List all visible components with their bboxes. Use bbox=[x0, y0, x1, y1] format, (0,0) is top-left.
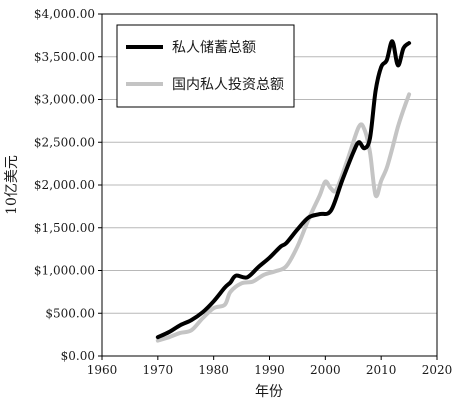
x-axis-title: 年份 bbox=[255, 384, 283, 400]
y-tick-label: $2,000.00 bbox=[34, 178, 95, 192]
x-tick-label: 1980 bbox=[198, 363, 229, 377]
series-line-private-investment bbox=[155, 92, 412, 343]
y-axis-ticks: $0.00 $500.00 $1,000.00 $1,500.00 $2,000.00 $… bbox=[34, 7, 102, 363]
y-tick-label: $1,000.00 bbox=[34, 264, 95, 278]
y-tick-label: $0.00 bbox=[61, 349, 95, 363]
x-axis-ticks: 1960 1970 1980 1990 2000 2010 2020 bbox=[87, 356, 453, 377]
legend-label-private-investment: 国内私人投资总额 bbox=[172, 77, 284, 93]
y-tick-label: $4,000.00 bbox=[34, 7, 95, 21]
x-tick-label: 2020 bbox=[422, 363, 453, 377]
y-axis-title: 10亿美元 bbox=[4, 155, 20, 215]
legend: 私人储蓄总额 国内私人投资总额 bbox=[116, 24, 295, 108]
y-tick-label: $500.00 bbox=[45, 306, 95, 320]
x-tick-label: 2010 bbox=[366, 363, 397, 377]
x-tick-label: 1960 bbox=[87, 363, 118, 377]
y-tick-label: $3,500.00 bbox=[34, 50, 95, 64]
x-tick-label: 2000 bbox=[310, 363, 341, 377]
series-lines bbox=[155, 39, 412, 343]
series-line-private-saving bbox=[155, 39, 412, 340]
x-tick-label: 1970 bbox=[143, 363, 174, 377]
x-tick-label: 1990 bbox=[254, 363, 285, 377]
legend-label-private-saving: 私人储蓄总额 bbox=[172, 40, 256, 56]
y-tick-label: $3,000.00 bbox=[34, 93, 95, 107]
y-tick-label: $1,500.00 bbox=[34, 221, 95, 235]
y-tick-label: $2,500.00 bbox=[34, 135, 95, 149]
legend-box bbox=[116, 24, 295, 108]
